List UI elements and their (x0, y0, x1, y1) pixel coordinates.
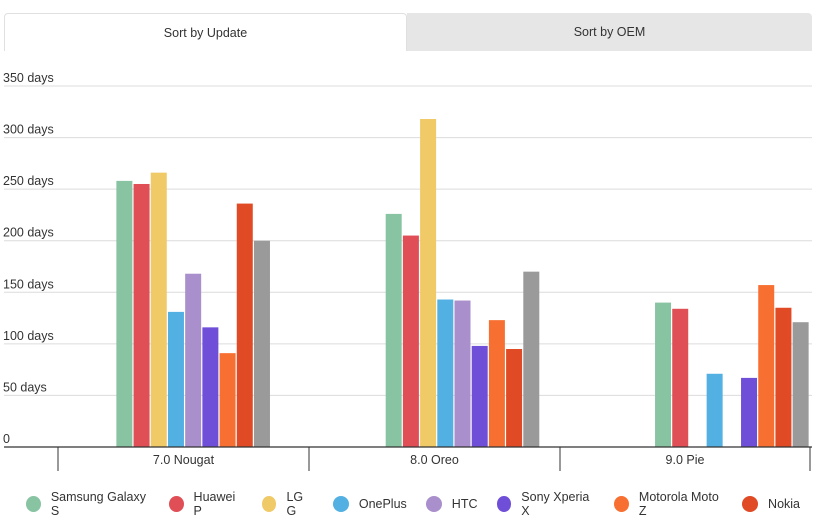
legend-swatch (168, 496, 184, 512)
bar-1-6 (488, 320, 505, 447)
bar-0-3 (167, 311, 184, 447)
legend-item[interactable]: Nokia (742, 496, 800, 512)
bar-1-3 (437, 299, 454, 447)
bar-1-2 (420, 119, 437, 448)
legend-item[interactable]: OnePlus (332, 496, 407, 512)
legend-swatch (261, 496, 277, 512)
y-tick-label: 200 days (3, 226, 54, 240)
chart-legend: Samsung Galaxy S Huawei P LG G OnePlus HTC So… (26, 490, 819, 518)
legend-swatch (425, 496, 442, 512)
bar-0-7 (236, 203, 253, 447)
bar-2-8 (792, 322, 809, 447)
legend-item[interactable]: LG G (261, 490, 314, 518)
legend-label: Samsung Galaxy S (50, 490, 146, 518)
x-tick-label: 8.0 Oreo (410, 453, 459, 467)
tab-bar: Sort by Update Sort by OEM (4, 13, 812, 51)
bar-1-1 (402, 235, 419, 447)
legend-label: Nokia (768, 497, 801, 511)
legend-label: HTC (451, 497, 478, 511)
legend-label: OnePlus (358, 497, 407, 511)
legend-label: LG G (286, 490, 304, 518)
legend-item[interactable]: Sony Xperia X (496, 490, 596, 518)
bar-1-8 (523, 271, 540, 447)
bar-2-7 (775, 307, 792, 447)
bar-1-0 (385, 213, 402, 447)
legend-item[interactable]: Samsung Galaxy S (26, 490, 150, 518)
y-tick-label: 150 days (3, 277, 54, 291)
legend-item[interactable]: HTC (425, 496, 478, 512)
bar-2-3 (706, 373, 723, 447)
legend-swatch (614, 496, 629, 512)
bar-2-1 (672, 308, 689, 447)
bar-0-2 (150, 172, 167, 447)
y-tick-label: 50 days (3, 380, 47, 394)
tab-sort-by-oem[interactable]: Sort by OEM (407, 13, 812, 51)
y-tick-label: 350 days (3, 71, 54, 85)
legend-swatch (332, 496, 349, 512)
y-tick-label: 300 days (3, 123, 54, 137)
legend-label: Motorola Moto Z (638, 490, 719, 518)
bar-0-1 (133, 183, 150, 447)
bar-0-6 (219, 353, 236, 447)
y-tick-label: 250 days (3, 174, 54, 188)
legend-item[interactable]: Motorola Moto Z (614, 490, 723, 518)
bar-0-0 (116, 180, 133, 448)
x-tick-label: 9.0 Pie (666, 453, 705, 467)
bar-2-0 (655, 302, 672, 447)
y-tick-label: 0 (3, 432, 10, 446)
bar-1-4 (454, 300, 471, 447)
bar-0-5 (202, 327, 219, 447)
legend-swatch (26, 496, 41, 512)
bar-0-8 (253, 240, 270, 447)
bar-0-4 (185, 273, 202, 447)
bar-2-6 (758, 285, 775, 447)
bar-1-5 (471, 345, 488, 447)
bar-1-7 (506, 349, 523, 447)
legend-item[interactable]: Huawei P (168, 490, 243, 518)
bar-2-5 (741, 377, 758, 447)
legend-swatch (742, 496, 759, 512)
x-tick-label: 7.0 Nougat (153, 453, 215, 467)
legend-label: Huawei P (193, 490, 236, 518)
legend-label: Sony Xperia X (521, 490, 590, 518)
legend-swatch (496, 496, 512, 512)
tab-sort-by-update[interactable]: Sort by Update (4, 13, 407, 51)
y-tick-label: 100 days (3, 329, 54, 343)
